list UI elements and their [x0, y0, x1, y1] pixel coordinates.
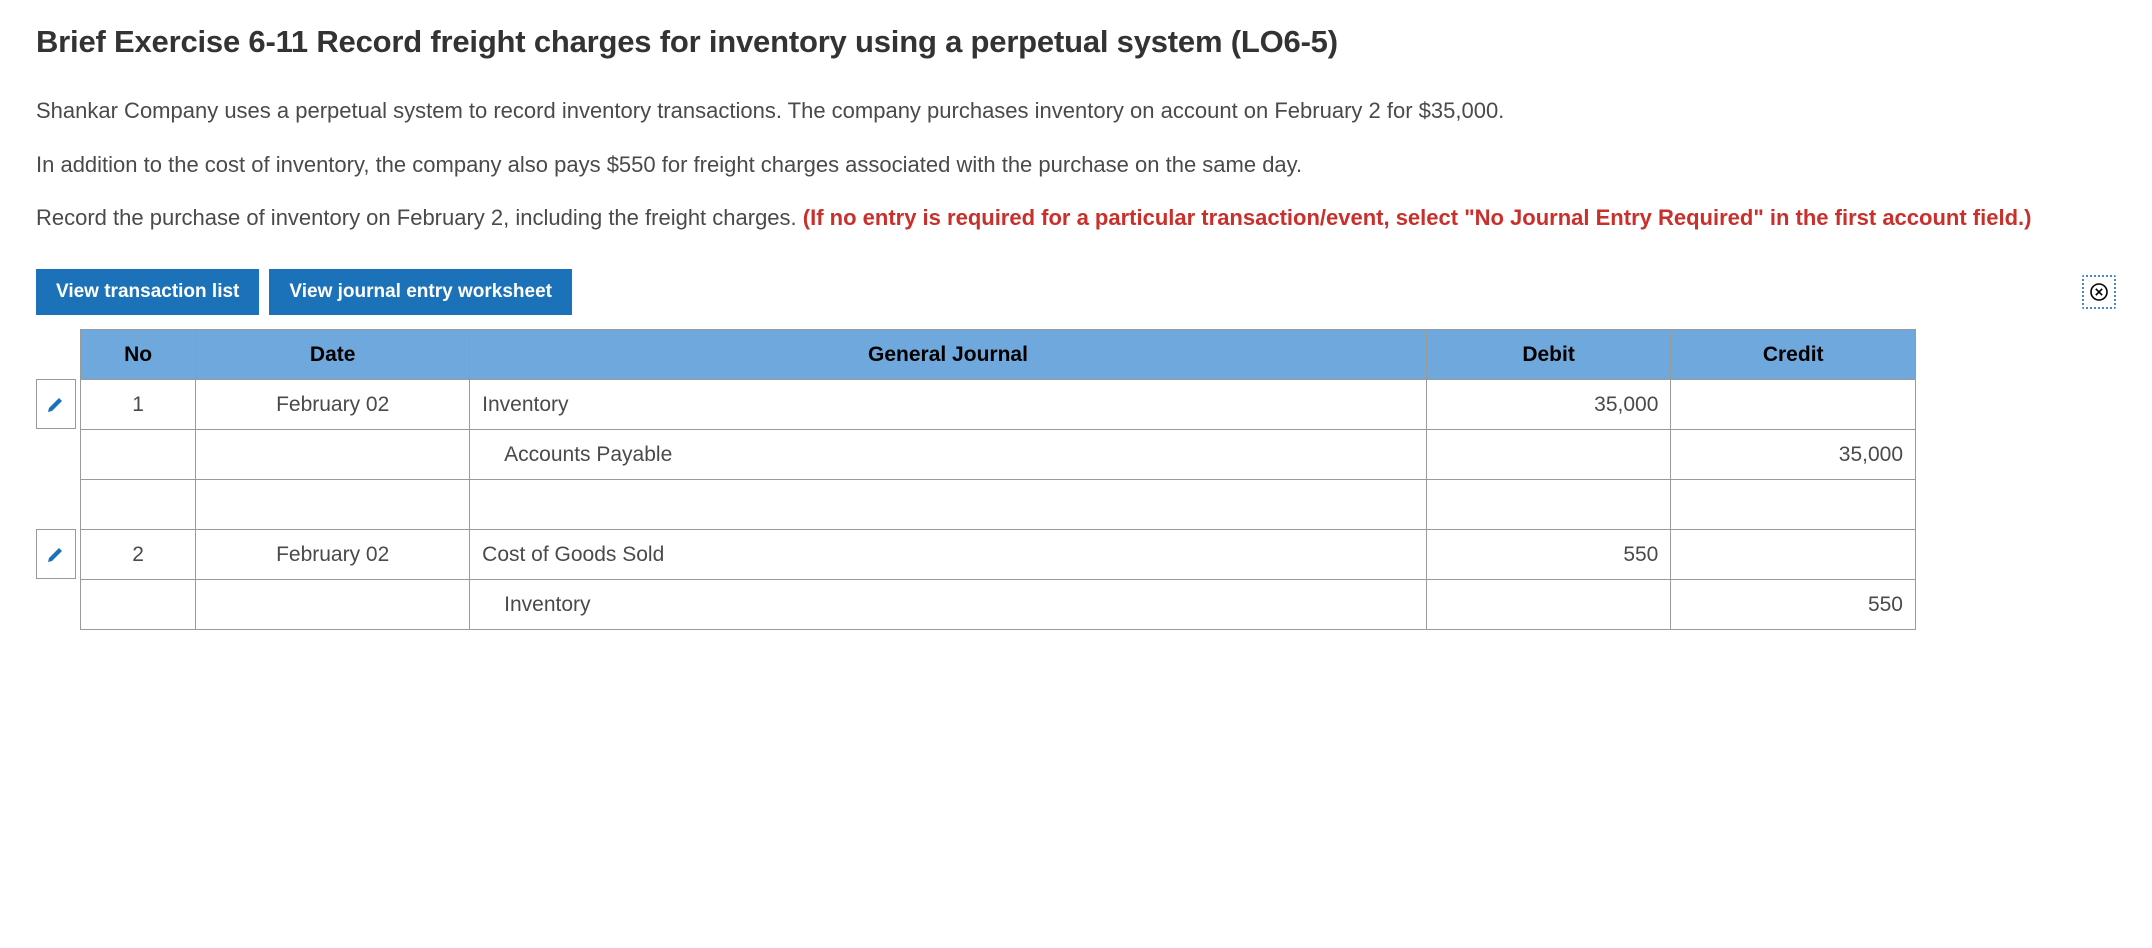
cell-account[interactable]: Inventory	[470, 380, 1427, 430]
col-header-general-journal: General Journal	[470, 330, 1427, 380]
cell-credit[interactable]: 550	[1671, 580, 1916, 630]
cell-date[interactable]	[196, 480, 470, 530]
instruction-lead: Record the purchase of inventory on Febr…	[36, 205, 803, 230]
col-header-credit: Credit	[1671, 330, 1916, 380]
pencil-icon	[46, 544, 66, 564]
journal-row: Accounts Payable 35,000	[81, 430, 1916, 480]
cell-debit[interactable]: 550	[1426, 530, 1671, 580]
cell-debit[interactable]	[1426, 480, 1671, 530]
edit-entry-2-button[interactable]	[36, 529, 76, 579]
cell-date[interactable]: February 02	[196, 380, 470, 430]
view-journal-entry-worksheet-button[interactable]: View journal entry worksheet	[269, 269, 572, 315]
cell-no: 2	[81, 530, 196, 580]
button-row: View transaction list View journal entry…	[36, 269, 2116, 315]
journal-row: 1February 02Inventory35,000	[81, 380, 1916, 430]
journal-container: No Date General Journal Debit Credit 1Fe…	[80, 329, 1916, 630]
col-header-date: Date	[196, 330, 470, 380]
close-button[interactable]	[2082, 275, 2116, 309]
journal-header-row: No Date General Journal Debit Credit	[81, 330, 1916, 380]
cell-debit[interactable]: 35,000	[1426, 380, 1671, 430]
exercise-title: Brief Exercise 6-11 Record freight charg…	[36, 24, 2116, 60]
cell-credit[interactable]	[1671, 530, 1916, 580]
problem-paragraph-2: In addition to the cost of inventory, th…	[36, 150, 2116, 180]
cell-no	[81, 430, 196, 480]
cell-account[interactable]	[470, 480, 1427, 530]
cell-no	[81, 580, 196, 630]
cell-no	[81, 480, 196, 530]
problem-paragraph-1: Shankar Company uses a perpetual system …	[36, 96, 2116, 126]
col-header-debit: Debit	[1426, 330, 1671, 380]
cell-date[interactable]	[196, 580, 470, 630]
pencil-icon	[46, 394, 66, 414]
cell-date[interactable]	[196, 430, 470, 480]
cell-debit[interactable]	[1426, 430, 1671, 480]
cell-account[interactable]: Inventory	[470, 580, 1427, 630]
cell-credit[interactable]	[1671, 480, 1916, 530]
journal-row	[81, 480, 1916, 530]
cell-no: 1	[81, 380, 196, 430]
cell-credit[interactable]	[1671, 380, 1916, 430]
cell-credit[interactable]: 35,000	[1671, 430, 1916, 480]
problem-paragraph-3: Record the purchase of inventory on Febr…	[36, 203, 2116, 233]
close-icon	[2089, 282, 2109, 302]
view-transaction-list-button[interactable]: View transaction list	[36, 269, 259, 315]
journal-row: 2February 02Cost of Goods Sold550	[81, 530, 1916, 580]
cell-account[interactable]: Accounts Payable	[470, 430, 1427, 480]
edit-entry-1-button[interactable]	[36, 379, 76, 429]
journal-row: Inventory 550	[81, 580, 1916, 630]
journal-body: 1February 02Inventory35,000Accounts Paya…	[81, 380, 1916, 630]
col-header-no: No	[81, 330, 196, 380]
journal-table: No Date General Journal Debit Credit 1Fe…	[80, 329, 1916, 630]
cell-account[interactable]: Cost of Goods Sold	[470, 530, 1427, 580]
cell-date[interactable]: February 02	[196, 530, 470, 580]
cell-debit[interactable]	[1426, 580, 1671, 630]
instruction-emphasis: (If no entry is required for a particula…	[803, 205, 2032, 230]
